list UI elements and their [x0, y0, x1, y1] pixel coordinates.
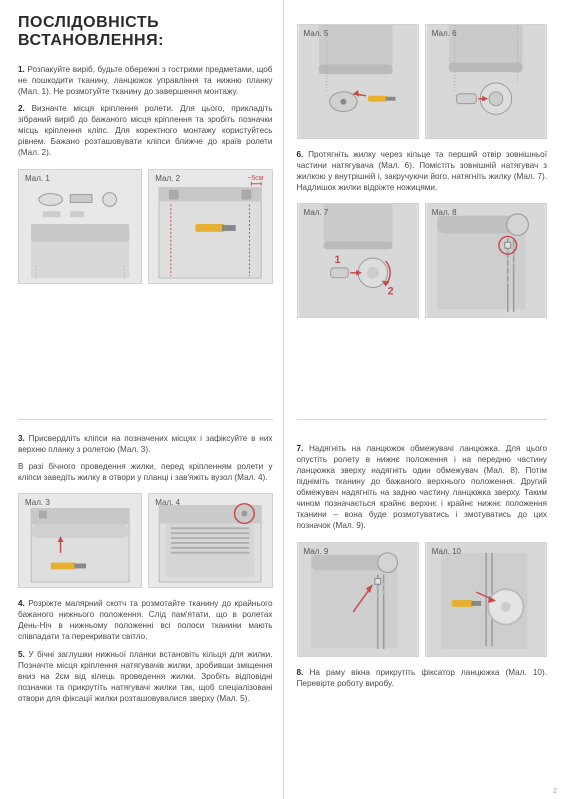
step-text: Присвердліть кліпси на позначених місцях…: [18, 434, 273, 454]
fig-label: Мал. 3: [25, 498, 50, 507]
page-number: 2: [553, 788, 557, 795]
step-num: 8.: [297, 668, 304, 677]
fig-label: Мал. 6: [432, 29, 457, 38]
step-num: 2.: [18, 104, 25, 113]
fig-row-1-2: Мал. 1 Мал. 2: [18, 169, 273, 284]
step-num: 5.: [18, 650, 25, 659]
left-top-section: ПОСЛІДОВНІСТЬ ВСТАНОВЛЕННЯ: 1. Розпакуйт…: [18, 14, 273, 419]
step-text: Протягніть жилку через кільце та перший …: [297, 150, 548, 192]
step-num: 6.: [297, 150, 304, 159]
page-container: ПОСЛІДОВНІСТЬ ВСТАНОВЛЕННЯ: 1. Розпакуйт…: [0, 0, 565, 799]
fig-label: Мал. 5: [304, 29, 329, 38]
fig-label: Мал. 7: [304, 208, 329, 217]
figure-8: Мал. 8: [425, 203, 547, 318]
right-bot-section: 7. Надягніть на ланцюжок обмежувачі ланц…: [297, 429, 548, 689]
dimension-label: ~5см: [248, 174, 264, 181]
page-title: ПОСЛІДОВНІСТЬ ВСТАНОВЛЕННЯ:: [18, 14, 273, 50]
fig-row-3-4: Мал. 3 Мал. 4: [18, 493, 273, 588]
step-text: Надягніть на ланцюжок обмежувачі ланцюжк…: [297, 444, 548, 530]
step-2: 2. Визначте місця кріплення ролети. Для …: [18, 103, 273, 158]
step-num: 4.: [18, 599, 25, 608]
step-1: 1. Розпакуйте виріб, будьте обережні з г…: [18, 64, 273, 97]
step-text: Розпакуйте виріб, будьте обережні з гост…: [18, 65, 273, 96]
figure-5: Мал. 5: [297, 24, 419, 139]
step-6: 6. Протягніть жилку через кільце та перш…: [297, 149, 548, 193]
step-num: 1.: [18, 65, 25, 74]
figure-7: Мал. 7 1 2: [297, 203, 419, 318]
figure-3: Мал. 3: [18, 493, 142, 588]
step-3b: В разі бічного проведення жилки, перед к…: [18, 461, 273, 483]
fig-row-7-8: Мал. 7 1 2: [297, 203, 548, 318]
fig-row-9-10: Мал. 9: [297, 542, 548, 657]
figure-9: Мал. 9: [297, 542, 419, 657]
step-text: У бічні заглушки нижньої планки встанові…: [18, 650, 273, 703]
fig-label: Мал. 1: [25, 174, 50, 183]
figure-10: Мал. 10: [425, 542, 547, 657]
step-8: 8. На раму вікна прикрутіть фіксатор лан…: [297, 667, 548, 689]
horizontal-divider-left: [18, 419, 273, 420]
horizontal-divider-right: [297, 419, 548, 420]
step-5: 5. У бічні заглушки нижньої планки встан…: [18, 649, 273, 704]
step-4: 4. Розріжте малярний скотч та розмотайте…: [18, 598, 273, 642]
right-column: Мал. 5 Мал. 6: [283, 0, 565, 799]
fig-label: Мал. 2: [155, 174, 180, 183]
figure-6: Мал. 6: [425, 24, 547, 139]
step-num: 3.: [18, 434, 25, 443]
figure-1: Мал. 1: [18, 169, 142, 284]
step-7: 7. Надягніть на ланцюжок обмежувачі ланц…: [297, 443, 548, 532]
svg-text:2: 2: [387, 286, 393, 298]
fig-label: Мал. 9: [304, 547, 329, 556]
fig-label: Мал. 10: [432, 547, 461, 556]
fig-label: Мал. 8: [432, 208, 457, 217]
right-top-section: Мал. 5 Мал. 6: [297, 24, 548, 429]
svg-text:1: 1: [334, 254, 340, 266]
figure-2: Мал. 2 ~5см: [148, 169, 272, 284]
fig-row-5-6: Мал. 5 Мал. 6: [297, 24, 548, 139]
step-num: 7.: [297, 444, 304, 453]
fig-label: Мал. 4: [155, 498, 180, 507]
left-bot-section: 3. Присвердліть кліпси на позначених міс…: [18, 419, 273, 704]
step-text: Визначте місця кріплення ролети. Для цьо…: [18, 104, 273, 157]
step-3: 3. Присвердліть кліпси на позначених міс…: [18, 433, 273, 455]
figure-4: Мал. 4: [148, 493, 272, 588]
left-column: ПОСЛІДОВНІСТЬ ВСТАНОВЛЕННЯ: 1. Розпакуйт…: [0, 0, 283, 799]
step-text: На раму вікна прикрутіть фіксатор ланцюж…: [297, 668, 548, 688]
step-text: Розріжте малярний скотч та розмотайте тк…: [18, 599, 273, 641]
